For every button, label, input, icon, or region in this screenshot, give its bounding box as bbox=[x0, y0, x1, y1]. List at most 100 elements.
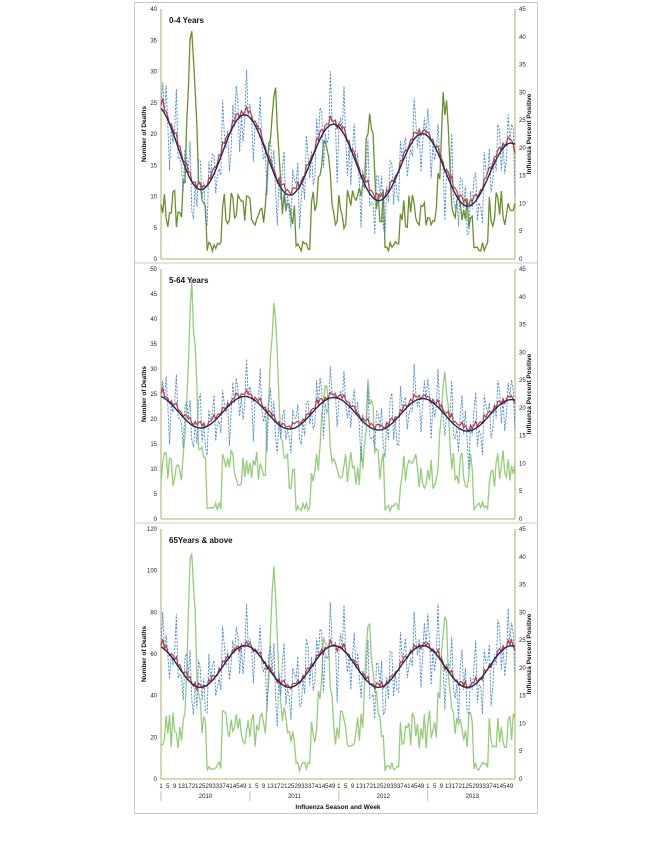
right-tick-label: 20 bbox=[519, 146, 526, 152]
left-tick-label: 5 bbox=[154, 226, 158, 232]
week-tick-label: 13 bbox=[445, 784, 452, 790]
season-label: 2012 bbox=[377, 794, 391, 800]
left-tick-label: 40 bbox=[150, 694, 157, 700]
left-tick-label: 0 bbox=[154, 777, 158, 783]
right-tick-label: 40 bbox=[519, 295, 526, 301]
observed-deaths-line bbox=[160, 69, 516, 236]
left-tick-label: 100 bbox=[147, 569, 158, 575]
week-tick-label: 45 bbox=[411, 784, 418, 790]
right-tick-label: 15 bbox=[519, 434, 526, 440]
panel-title: 5-64 Years bbox=[169, 276, 209, 285]
week-tick-label: 41 bbox=[226, 784, 233, 790]
week-tick-label: 21 bbox=[370, 784, 377, 790]
right-tick-label: 25 bbox=[519, 638, 526, 644]
right-tick-label: 35 bbox=[519, 63, 526, 69]
right-tick-label: 35 bbox=[519, 323, 526, 329]
week-tick-label: 13 bbox=[178, 784, 185, 790]
week-tick-label: 41 bbox=[493, 784, 500, 790]
left-tick-label: 35 bbox=[150, 38, 157, 44]
week-tick-label: 5 bbox=[433, 784, 437, 790]
panel-title: 0-4 Years bbox=[169, 16, 205, 25]
week-tick-label: 17 bbox=[274, 784, 281, 790]
seasonal-baseline-line bbox=[160, 395, 516, 432]
week-tick-label: 9 bbox=[351, 784, 355, 790]
left-tick-label: 10 bbox=[150, 195, 157, 201]
week-tick-label: 33 bbox=[212, 784, 219, 790]
right-tick-label: 20 bbox=[519, 666, 526, 672]
week-tick-label: 9 bbox=[173, 784, 177, 790]
left-tick-label: 30 bbox=[150, 70, 157, 76]
left-tick-label: 30 bbox=[150, 367, 157, 373]
right-tick-label: 20 bbox=[519, 406, 526, 412]
season-label: 2013 bbox=[466, 794, 480, 800]
left-tick-label: 40 bbox=[150, 7, 157, 13]
left-tick-label: 0 bbox=[154, 257, 158, 263]
influenza-percent-positive-line bbox=[160, 553, 516, 773]
left-tick-label: 80 bbox=[150, 610, 157, 616]
left-tick-label: 10 bbox=[150, 467, 157, 473]
influenza-percent-positive-line bbox=[160, 280, 516, 514]
left-tick-label: 15 bbox=[150, 163, 157, 169]
right-axis-label: Influenza Percent Positive bbox=[526, 613, 533, 694]
left-tick-label: 25 bbox=[150, 101, 157, 107]
right-tick-label: 30 bbox=[519, 350, 526, 356]
week-tick-label: 1 bbox=[248, 784, 252, 790]
week-tick-label: 33 bbox=[390, 784, 397, 790]
week-tick-label: 17 bbox=[363, 784, 370, 790]
week-tick-label: 33 bbox=[479, 784, 486, 790]
left-tick-label: 20 bbox=[150, 132, 157, 138]
right-tick-label: 5 bbox=[519, 489, 523, 495]
week-tick-label: 45 bbox=[500, 784, 507, 790]
week-tick-label: 49 bbox=[240, 784, 247, 790]
week-tick-label: 41 bbox=[315, 784, 322, 790]
week-tick-label: 41 bbox=[404, 784, 411, 790]
right-tick-label: 30 bbox=[519, 90, 526, 96]
smoothed-deaths-line bbox=[160, 98, 516, 206]
right-tick-label: 10 bbox=[519, 461, 526, 467]
week-tick-label: 21 bbox=[459, 784, 466, 790]
influenza-deaths-chart: 0510152025303540051015202530354045Number… bbox=[135, 7, 537, 811]
right-tick-label: 10 bbox=[519, 201, 526, 207]
week-tick-label: 37 bbox=[308, 784, 315, 790]
seasonal-baseline-line bbox=[160, 644, 516, 689]
right-tick-label: 0 bbox=[519, 777, 523, 783]
week-tick-label: 25 bbox=[288, 784, 295, 790]
week-tick-label: 21 bbox=[192, 784, 199, 790]
left-axis-label: Number of Deaths bbox=[141, 106, 148, 162]
left-tick-label: 45 bbox=[150, 292, 157, 298]
week-tick-label: 17 bbox=[185, 784, 192, 790]
week-tick-label: 37 bbox=[486, 784, 493, 790]
left-tick-label: 60 bbox=[150, 652, 157, 658]
right-tick-label: 25 bbox=[519, 378, 526, 384]
week-tick-label: 21 bbox=[281, 784, 288, 790]
left-tick-label: 20 bbox=[150, 735, 157, 741]
left-tick-label: 25 bbox=[150, 392, 157, 398]
observed-deaths-line bbox=[160, 359, 516, 470]
week-tick-label: 29 bbox=[472, 784, 479, 790]
right-tick-label: 15 bbox=[519, 174, 526, 180]
right-tick-label: 40 bbox=[519, 555, 526, 561]
left-axis-label: Number of Deaths bbox=[141, 366, 148, 422]
right-tick-label: 30 bbox=[519, 610, 526, 616]
week-tick-label: 49 bbox=[507, 784, 514, 790]
week-tick-label: 25 bbox=[199, 784, 206, 790]
week-tick-label: 13 bbox=[267, 784, 274, 790]
right-tick-label: 35 bbox=[519, 583, 526, 589]
week-tick-label: 45 bbox=[322, 784, 329, 790]
season-label: 2010 bbox=[199, 794, 213, 800]
left-tick-label: 0 bbox=[154, 517, 158, 523]
right-tick-label: 40 bbox=[519, 35, 526, 41]
right-tick-label: 0 bbox=[519, 517, 523, 523]
week-tick-label: 37 bbox=[397, 784, 404, 790]
week-tick-label: 1 bbox=[159, 784, 163, 790]
figure-frame: 0 5 10 15 20 25 30 35 40 0 5 10 15 20 25 30 35 40 45 Number… bbox=[134, 2, 538, 814]
x-axis-label: Influenza Season and Week bbox=[295, 804, 381, 811]
season-label: 2011 bbox=[288, 794, 302, 800]
left-tick-label: 15 bbox=[150, 442, 157, 448]
week-tick-label: 9 bbox=[262, 784, 266, 790]
smoothed-deaths-line bbox=[160, 386, 516, 433]
week-tick-label: 29 bbox=[294, 784, 301, 790]
right-tick-label: 0 bbox=[519, 257, 523, 263]
week-tick-label: 9 bbox=[440, 784, 444, 790]
week-tick-label: 45 bbox=[233, 784, 240, 790]
